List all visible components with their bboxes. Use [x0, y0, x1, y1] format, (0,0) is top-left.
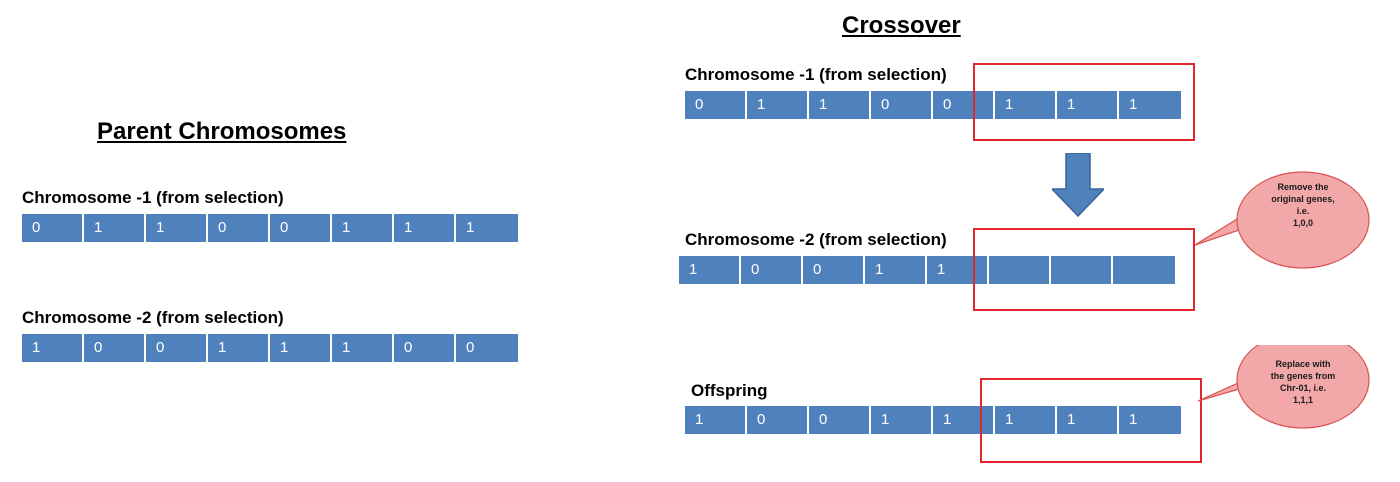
gene-cell: 1: [1119, 91, 1181, 119]
gene-cell: 1: [995, 91, 1057, 119]
gene-cell: 1: [1057, 406, 1119, 434]
crossover-chromosome-2-label: Chromosome -2 (from selection): [685, 230, 947, 249]
gene-cell: 1: [1119, 406, 1181, 434]
gene-cell: 1: [22, 334, 84, 362]
gene-cell: [1051, 256, 1113, 284]
gene-cell: 0: [394, 334, 456, 362]
gene-cell: 0: [685, 91, 747, 119]
gene-cell: 1: [871, 406, 933, 434]
gene-cell: 0: [84, 334, 146, 362]
gene-cell: 0: [871, 91, 933, 119]
offspring-highlight-box: [980, 378, 1202, 463]
gene-cell: 0: [456, 334, 518, 362]
crossover-chromosome-1-row: 0 1 1 0 0 1 1 1: [685, 91, 1181, 119]
parent-chromosome-1-row: 0 1 1 0 0 1 1 1: [22, 214, 518, 242]
gene-cell: 0: [741, 256, 803, 284]
gene-cell: 1: [809, 91, 871, 119]
gene-cell: 1: [332, 214, 394, 242]
gene-cell: 1: [84, 214, 146, 242]
gene-cell: 1: [865, 256, 927, 284]
down-arrow-icon: [1052, 153, 1104, 217]
callout-bubble-remove: [1195, 171, 1370, 269]
callout-bubble-replace: [1198, 345, 1370, 429]
chromosome-1-highlight-box: [973, 63, 1195, 141]
gene-cell: 0: [747, 406, 809, 434]
gene-cell: 0: [933, 91, 995, 119]
gene-cell: 1: [270, 334, 332, 362]
parent-chromosome-1-label: Chromosome -1 (from selection): [22, 188, 284, 207]
parent-chromosome-2-row: 1 0 0 1 1 1 0 0: [22, 334, 518, 362]
gene-cell: 0: [22, 214, 84, 242]
gene-cell: 0: [146, 334, 208, 362]
gene-cell: 1: [146, 214, 208, 242]
gene-cell: [1113, 256, 1175, 284]
gene-cell: 1: [995, 406, 1057, 434]
gene-cell: 1: [927, 256, 989, 284]
callout-replace-text: Replace with the genes from Chr-01, i.e.…: [1270, 359, 1336, 405]
parent-chromosomes-title: Parent Chromosomes: [97, 118, 347, 145]
gene-cell: 0: [270, 214, 332, 242]
gene-cell: 1: [747, 91, 809, 119]
parent-chromosome-2-label: Chromosome -2 (from selection): [22, 308, 284, 327]
gene-cell: 1: [456, 214, 518, 242]
crossover-chromosome-1-label: Chromosome -1 (from selection): [685, 65, 947, 84]
gene-cell: 0: [809, 406, 871, 434]
gene-cell: 1: [332, 334, 394, 362]
callout-remove-text: Remove the original genes, i.e. 1,0,0: [1271, 182, 1335, 228]
gene-cell: 1: [208, 334, 270, 362]
crossover-title: Crossover: [842, 12, 961, 39]
crossover-chromosome-2-row: 1 0 0 1 1: [679, 256, 1175, 284]
gene-cell: 1: [685, 406, 747, 434]
gene-cell: 0: [208, 214, 270, 242]
gene-cell: [989, 256, 1051, 284]
offspring-label: Offspring: [691, 381, 768, 400]
gene-cell: 0: [803, 256, 865, 284]
gene-cell: 1: [679, 256, 741, 284]
gene-cell: 1: [933, 406, 995, 434]
gene-cell: 1: [1057, 91, 1119, 119]
gene-cell: 1: [394, 214, 456, 242]
offspring-row: 1 0 0 1 1 1 1 1: [685, 406, 1181, 434]
chromosome-2-highlight-box: [973, 228, 1195, 311]
